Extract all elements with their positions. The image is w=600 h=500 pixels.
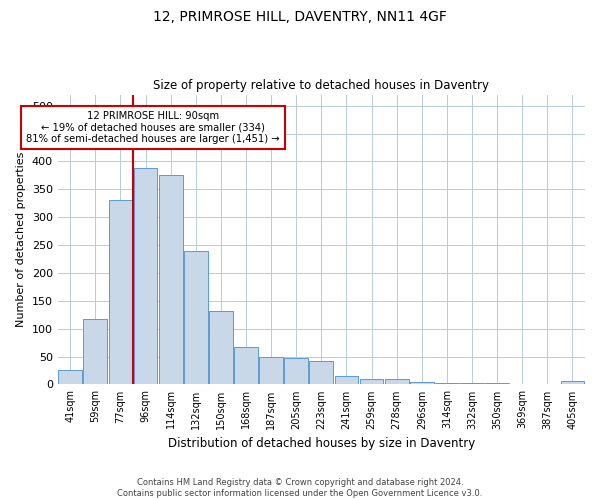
Bar [184, 250, 208, 384]
Bar [335, 376, 358, 384]
Title: Size of property relative to detached houses in Daventry: Size of property relative to detached ho… [154, 79, 490, 92]
Bar [159, 176, 182, 384]
Bar [234, 346, 258, 385]
Bar [58, 370, 82, 384]
Bar [385, 379, 409, 384]
Bar [259, 356, 283, 384]
Bar [359, 380, 383, 384]
Bar [560, 381, 584, 384]
Text: 12 PRIMROSE HILL: 90sqm
← 19% of detached houses are smaller (334)
81% of semi-d: 12 PRIMROSE HILL: 90sqm ← 19% of detache… [26, 112, 280, 144]
Bar [284, 358, 308, 384]
Bar [134, 168, 157, 384]
Text: Contains HM Land Registry data © Crown copyright and database right 2024.
Contai: Contains HM Land Registry data © Crown c… [118, 478, 482, 498]
Bar [310, 361, 333, 384]
Bar [410, 382, 434, 384]
X-axis label: Distribution of detached houses by size in Daventry: Distribution of detached houses by size … [168, 437, 475, 450]
Y-axis label: Number of detached properties: Number of detached properties [16, 152, 26, 327]
Bar [83, 318, 107, 384]
Text: 12, PRIMROSE HILL, DAVENTRY, NN11 4GF: 12, PRIMROSE HILL, DAVENTRY, NN11 4GF [153, 10, 447, 24]
Bar [109, 200, 133, 384]
Bar [209, 311, 233, 384]
